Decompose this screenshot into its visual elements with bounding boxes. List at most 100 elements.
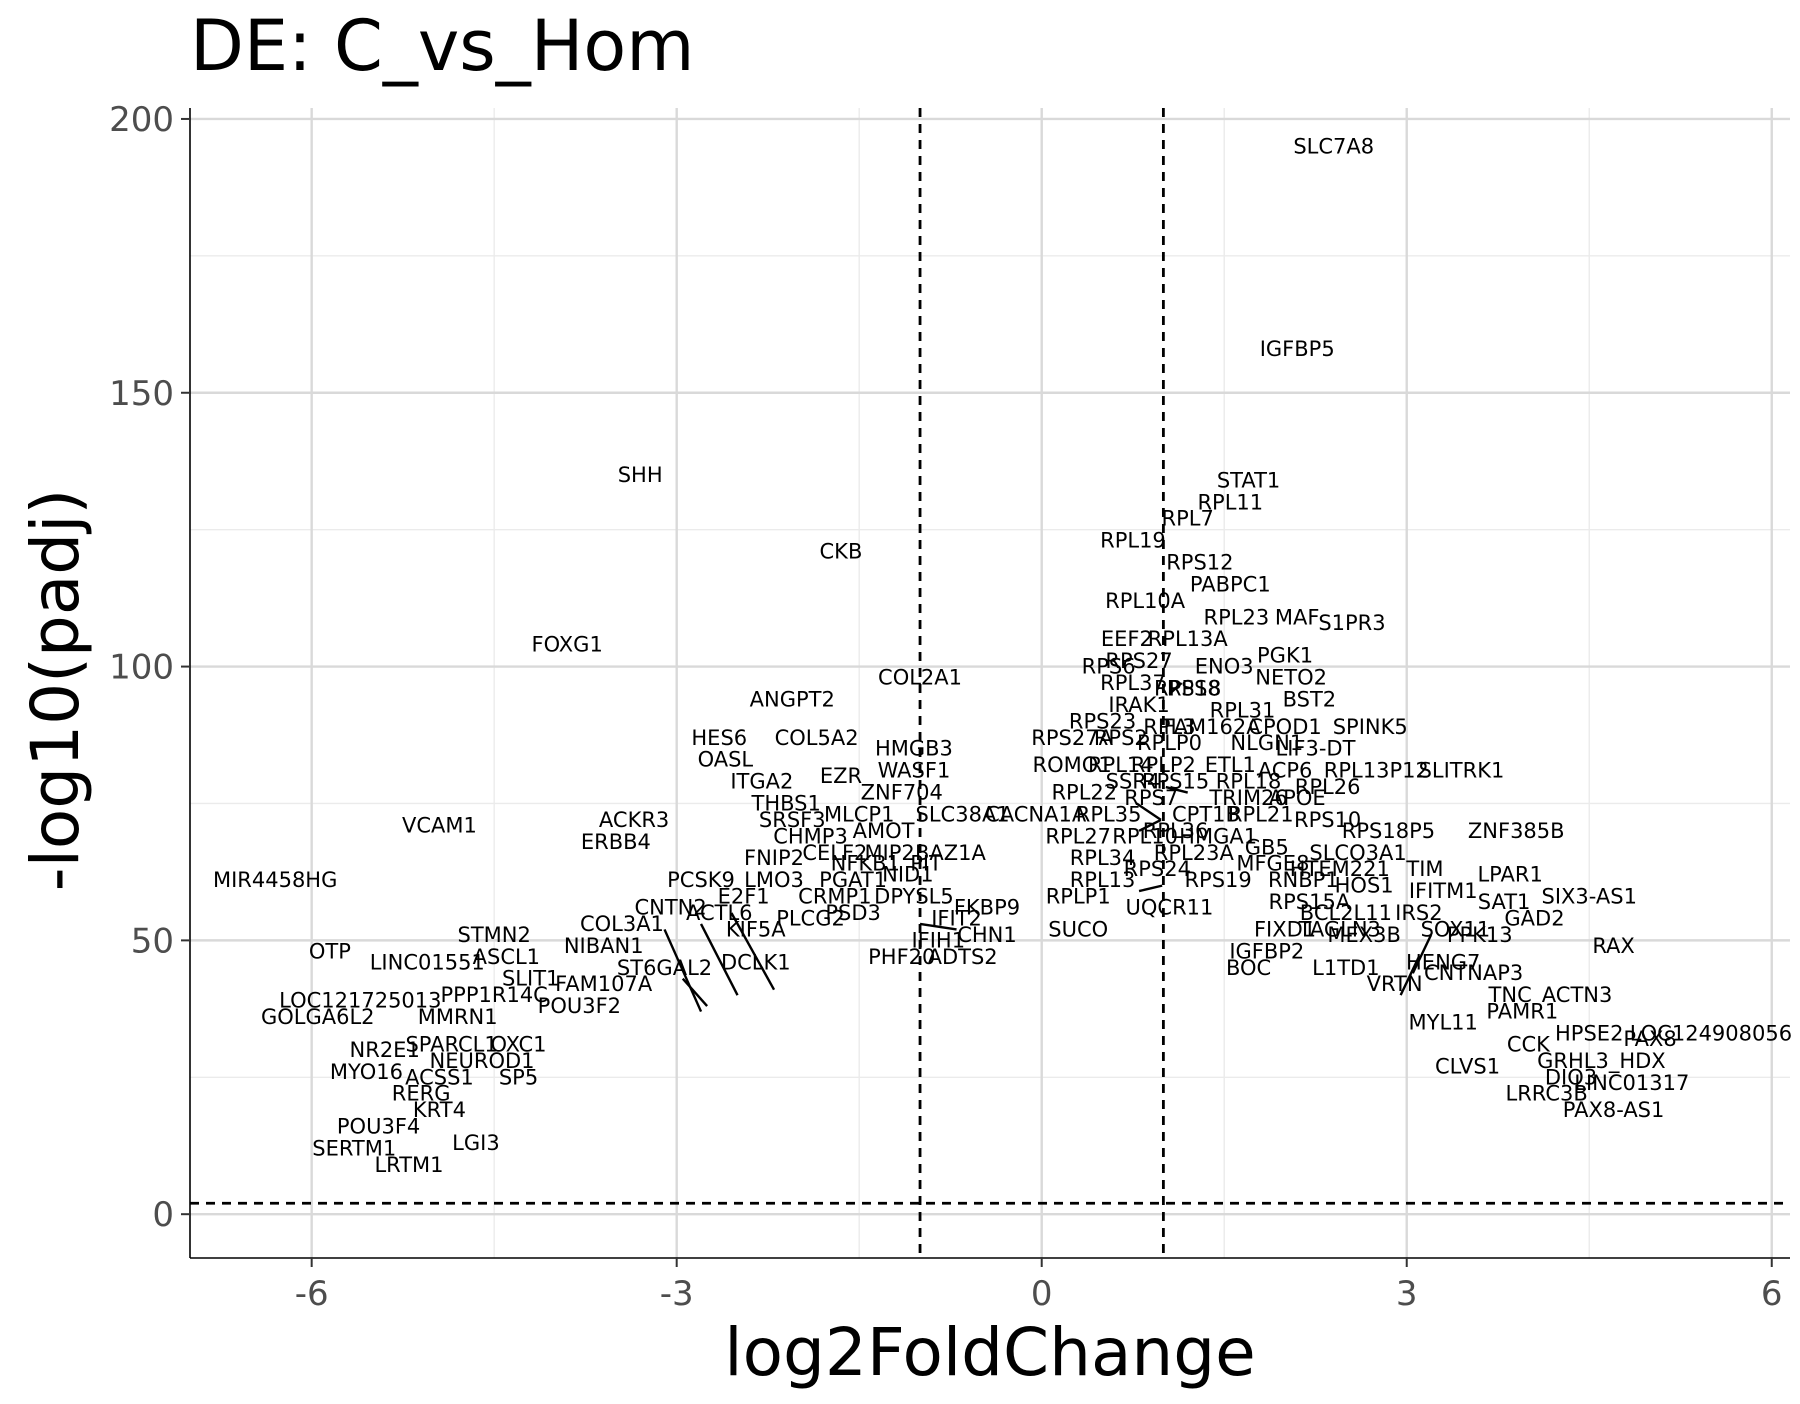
gene-label: LOC124908056 [1630,1021,1792,1045]
gene-label: RPL13P12 [1324,759,1429,783]
gene-label: SHH [618,463,663,487]
gene-label: ERBB4 [581,830,651,854]
gene-label: ROMO1 [1033,753,1112,777]
gene-label: MIR4458HG [213,868,337,892]
gene-label: MAF [1275,605,1320,629]
gene-label: SLC38A1 [916,802,1010,826]
gene-label: RPL31 [1210,698,1276,722]
gene-label: CHMP3 [773,824,848,848]
gene-label: TNC [1488,983,1532,1007]
leader-line [1399,956,1420,996]
leader-line [663,928,703,1013]
gene-label: CLVS1 [1435,1054,1500,1078]
gene-label: ZNF704 [861,781,943,805]
leader-line [1168,682,1183,695]
gene-label: COL2A1 [878,666,962,690]
gene-label: RPL7 [1162,507,1214,531]
gene-label: SLIT1 [502,967,559,991]
gene-label: RPL10A [1105,589,1186,613]
gene-label: RPS27A [1031,726,1113,750]
gene-label: PPK13 [1447,923,1513,947]
gene-label: RERG [392,1082,451,1106]
leader-line [699,923,739,996]
gene-label: RPS12 [1166,551,1233,575]
gene-label: SOX11 [1421,917,1491,941]
gene-label: RNBP1 [1268,868,1339,892]
gene-label: FNIP2 [744,846,804,870]
gene-label: PSD3 [825,901,881,925]
gene-label: RPL18 [1216,770,1282,794]
gene-label: RPLP0 [1137,731,1202,755]
gene-label: HENG7 [1406,950,1480,974]
gene-label: NFKB1 [831,852,900,876]
gene-label: RPL35 [1076,802,1142,826]
gene-label: LMO3 [744,868,804,892]
leader-line [1138,818,1162,832]
gene-label: CRMP1 [798,885,871,909]
leader-line [1411,934,1433,974]
y-axis-title: -log10(padj) [17,489,94,891]
gene-label: ITGA2 [730,770,793,794]
gene-label: IGFBP5 [1260,337,1335,361]
gene-label: HMGA1 [1179,824,1257,848]
gene-label: RPLP2 [1131,753,1196,777]
gene-label: MEX3B [1327,923,1401,947]
gene-label: RPL10 [1112,824,1178,848]
gene-label: MFGE8 [1236,852,1309,876]
gene-label: SUCO [1048,917,1108,941]
gene-label: PGAT1 [819,868,887,892]
gene-label: FIXD1 [1254,917,1316,941]
gene-label: HMGB3 [875,737,953,761]
gene-label: LINC01551 [370,950,485,974]
gene-label: FKBP9 [954,896,1020,920]
leader-line [1138,884,1163,893]
gene-label: RPS2 [1094,726,1148,750]
gene-label: BAZ1A [915,841,987,865]
gene-label: ANGPT2 [750,687,835,711]
gene-label: CHN1 [957,923,1017,947]
gene-label: ACSS1 [405,1065,474,1089]
gene-label: PAMR1 [1486,1000,1558,1024]
gene-label: POU3F2 [538,994,621,1018]
gene-label: ACTL6 [686,901,753,925]
gene-label: PIT [910,852,942,876]
gene-label: SPARCL1 [405,1032,497,1056]
gene-label: PAX8 [1623,1027,1676,1051]
gene-label: ASCL1 [473,945,540,969]
gene-label: MYL11 [1409,1011,1478,1035]
gene-label: ADTS2 [928,945,998,969]
gene-label: CPOD1 [1248,715,1321,739]
gene-label: DCLK1 [721,950,791,974]
gene-label: CACNA1A [985,802,1087,826]
gene-label: IFIT2 [931,906,982,930]
gene-label: RPS10 [1294,808,1361,832]
gene-label: WASF1 [878,759,951,783]
gene-label: RPS23 [1069,709,1136,733]
gene-label: BOC [1226,956,1271,980]
gene-label: LOC121725013 [279,989,441,1013]
leader-line [919,922,957,931]
gene-label: RPS6 [1082,655,1136,679]
gene-label: GAD2 [1504,906,1564,930]
gene-label: NIBAN1 [564,934,644,958]
leader-line [1165,785,1189,794]
x-tick-label: -6 [295,1274,329,1314]
gene-label: RPL13A [1148,627,1229,651]
gene-label: RPS24 [1124,857,1191,881]
gene-label: SRSF3 [759,808,826,832]
gene-label: RPL23 [1204,605,1270,629]
gene-label: MLCP1 [824,802,895,826]
gene-label: CNTN2 [634,896,706,920]
gene-label: PCSK9 [667,868,735,892]
gene-label: LINC01317 [1574,1071,1689,1095]
gene-label: CNTNAP3 [1424,961,1523,985]
gene-label: PABPC1 [1190,572,1271,596]
gene-label: RPL13 [1070,868,1136,892]
gene-label: IGFBP2 [1229,939,1304,963]
gene-label: DIO3 [1545,1065,1597,1089]
gene-label: NEUROD1 [430,1049,535,1073]
gene-label: LPAR1 [1477,863,1542,887]
